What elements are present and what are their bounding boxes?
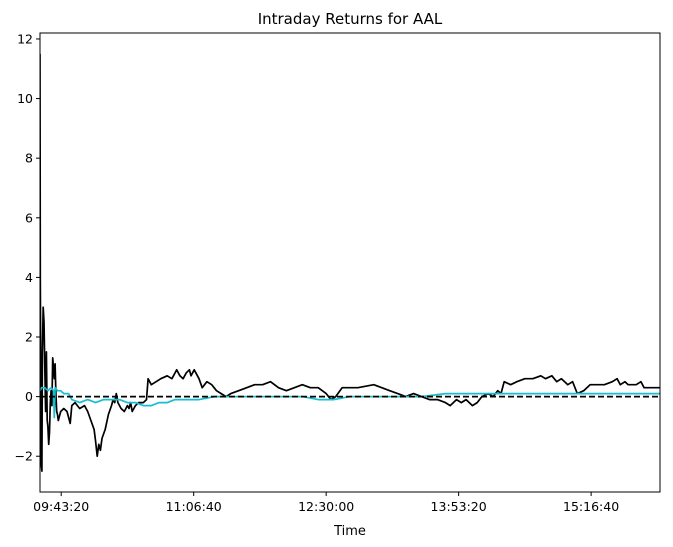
x-tick-label: 15:16:40 bbox=[563, 499, 619, 514]
series-line-1 bbox=[40, 53, 660, 472]
y-tick-label: 4 bbox=[25, 270, 33, 285]
plot-area bbox=[39, 32, 661, 493]
x-tick-label: 11:06:40 bbox=[166, 499, 222, 514]
x-tick-label: 13:53:20 bbox=[431, 499, 487, 514]
y-tick-label: 2 bbox=[25, 330, 33, 345]
y-tick-label: 8 bbox=[25, 151, 33, 166]
x-tick-label: 12:30:00 bbox=[298, 499, 354, 514]
x-tick-label: 09:43:20 bbox=[33, 499, 89, 514]
plot-frame bbox=[39, 32, 661, 493]
y-tick-label: 6 bbox=[25, 210, 33, 225]
series-line-2 bbox=[40, 386, 660, 419]
series-layer bbox=[40, 53, 660, 472]
x-axis: 09:43:20 11:06:40 12:30:00 13:53:20 15:16:40 bbox=[33, 492, 619, 514]
chart-title: Intraday Returns for AAL bbox=[258, 10, 443, 28]
y-tick-label: 12 bbox=[17, 31, 33, 46]
y-tick-label: 10 bbox=[17, 91, 33, 106]
y-tick-label: 0 bbox=[25, 389, 33, 404]
y-tick-label: −2 bbox=[15, 449, 33, 464]
y-axis: −2 0 2 4 6 8 10 12 bbox=[15, 31, 40, 464]
x-axis-label: Time bbox=[333, 524, 366, 539]
